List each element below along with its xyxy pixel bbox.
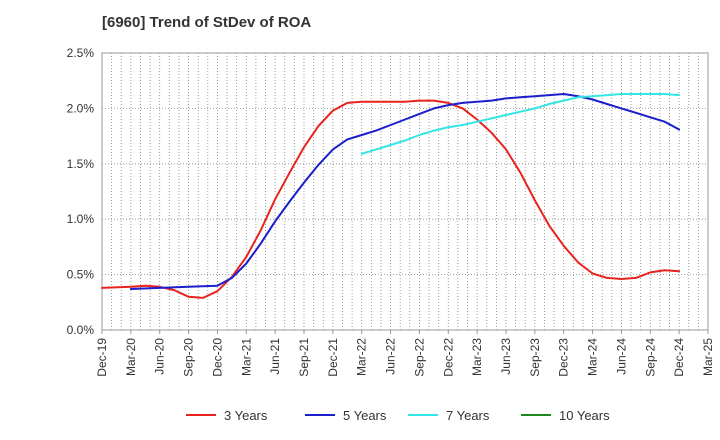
x-tick-label: Sep-21 xyxy=(297,338,311,377)
y-axis: 0.0% 0.5% 1.0% 1.5% 2.0% 2.5% xyxy=(67,46,95,337)
x-tick-label: Jun-24 xyxy=(614,338,628,375)
x-tick-label: Dec-20 xyxy=(210,338,224,377)
x-tick-label: Sep-20 xyxy=(182,338,196,377)
x-tick-label: Mar-22 xyxy=(355,338,369,376)
series-line-5-years xyxy=(129,93,681,290)
x-tick-label: Sep-22 xyxy=(412,338,426,377)
y-tick-label: 0.0% xyxy=(67,323,95,337)
x-tick-label: Dec-22 xyxy=(441,338,455,377)
x-tick-label: Mar-20 xyxy=(124,338,138,376)
y-tick-label: 2.0% xyxy=(67,101,95,115)
series-lines xyxy=(101,93,681,299)
x-tick-label: Jun-21 xyxy=(268,338,282,375)
y-tick-label: 1.0% xyxy=(67,212,95,226)
x-tick-label: Dec-19 xyxy=(95,338,109,377)
y-tick-label: 2.5% xyxy=(67,46,95,60)
x-tick-label: Dec-21 xyxy=(326,338,340,377)
x-tick-label: Mar-21 xyxy=(239,338,253,376)
x-axis: Dec-19 Mar-20 Jun-20 Sep-20 Dec-20 Mar-21 Jun-… xyxy=(95,330,715,377)
legend-label: 5 Years xyxy=(343,408,387,423)
x-tick-label: Sep-24 xyxy=(643,338,657,377)
x-tick-label: Mar-24 xyxy=(586,338,600,376)
grid-lines xyxy=(101,52,709,331)
x-tick-label: Jun-20 xyxy=(153,338,167,375)
y-tick-label: 1.5% xyxy=(67,157,95,171)
x-tick-label: Mar-25 xyxy=(701,338,715,376)
x-tick-label: Dec-23 xyxy=(557,338,571,377)
x-tick-label: Mar-23 xyxy=(470,338,484,376)
legend-label: 7 Years xyxy=(446,408,490,423)
legend: 3 Years 5 Years 7 Years 10 Years xyxy=(186,408,610,423)
series-line-7-years xyxy=(360,93,681,155)
series-line-3-years xyxy=(101,99,681,299)
x-tick-label: Sep-23 xyxy=(528,338,542,377)
chart-title: [6960] Trend of StDev of ROA xyxy=(102,14,312,31)
x-tick-label: Jun-22 xyxy=(384,338,398,375)
plot-background xyxy=(102,53,708,330)
y-tick-label: 0.5% xyxy=(67,268,95,282)
legend-label: 3 Years xyxy=(224,408,268,423)
x-tick-label: Dec-24 xyxy=(672,338,686,377)
plot-area xyxy=(102,53,708,330)
plot-frame xyxy=(101,52,709,331)
legend-label: 10 Years xyxy=(559,408,610,423)
x-tick-label: Jun-23 xyxy=(499,338,513,375)
